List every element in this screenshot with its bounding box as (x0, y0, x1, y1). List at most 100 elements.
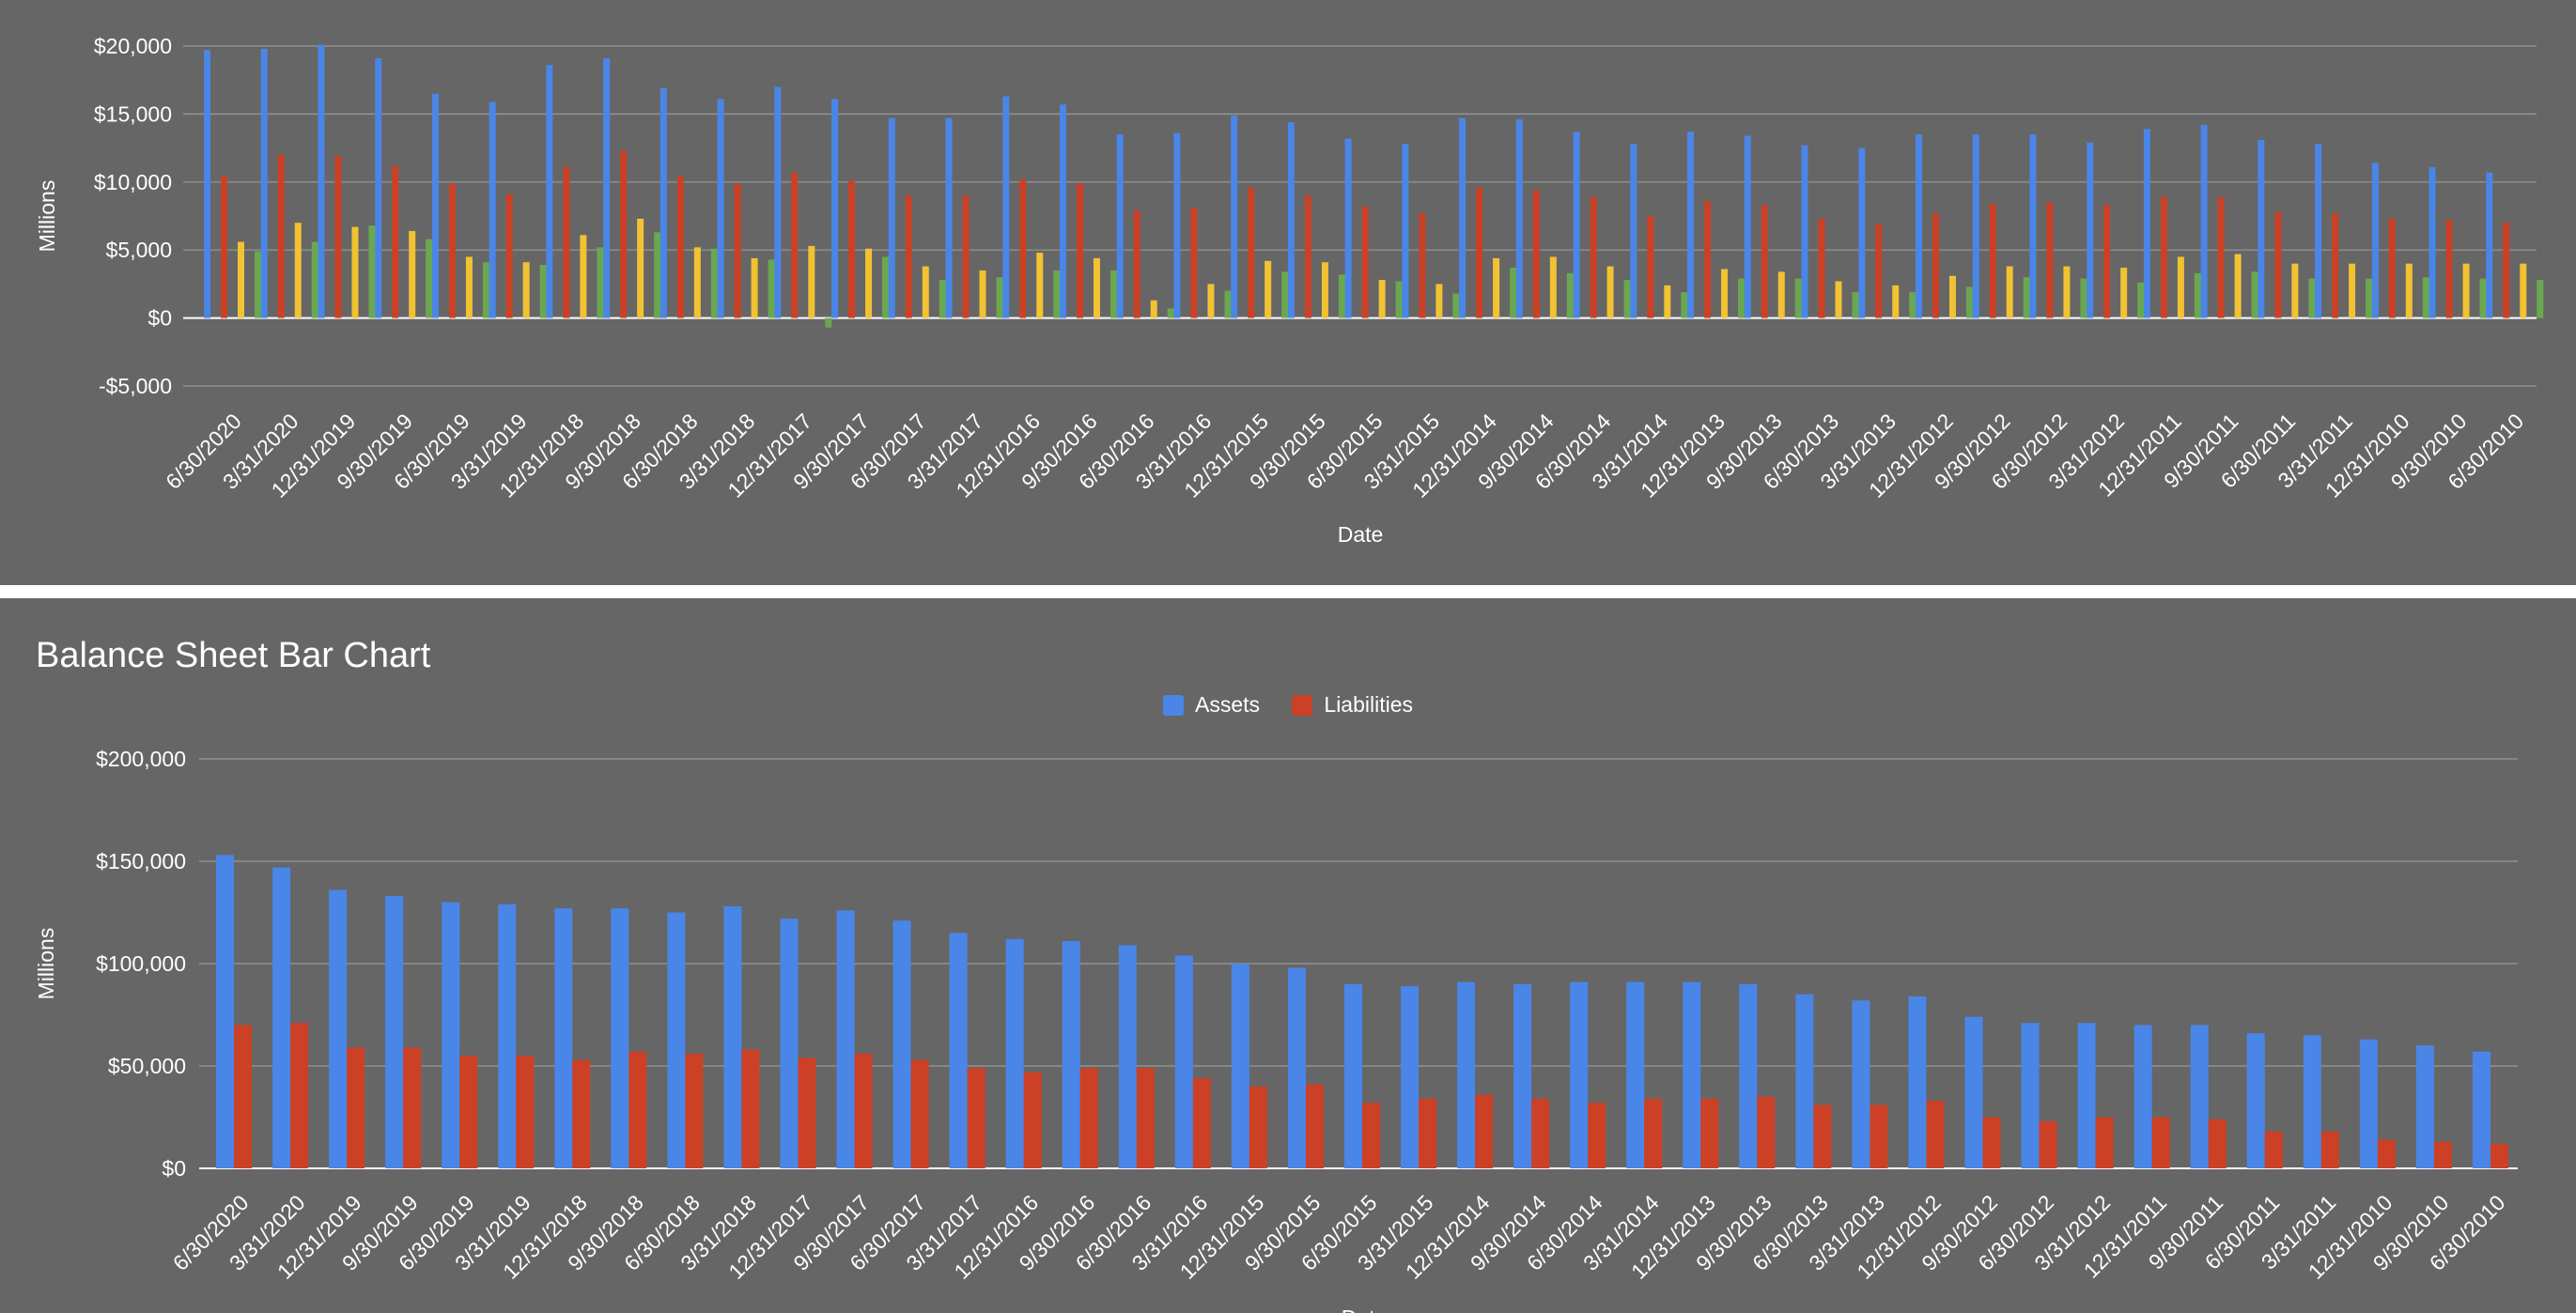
bar[interactable] (825, 317, 832, 328)
bar[interactable] (808, 245, 815, 318)
bar[interactable] (620, 150, 628, 318)
bar[interactable] (1361, 206, 1369, 318)
bar[interactable] (774, 86, 782, 318)
bar[interactable] (2371, 162, 2379, 318)
bar[interactable] (2433, 1141, 2452, 1168)
bar[interactable] (2134, 1025, 2152, 1168)
bar[interactable] (1005, 938, 1024, 1168)
bar[interactable] (546, 65, 553, 318)
bar[interactable] (667, 912, 686, 1169)
bar[interactable] (628, 1051, 647, 1168)
bar[interactable] (1739, 983, 1758, 1168)
bar[interactable] (1173, 132, 1181, 318)
bar[interactable] (2190, 1025, 2209, 1168)
bar[interactable] (1265, 260, 1272, 318)
bar[interactable] (1510, 268, 1517, 318)
bar[interactable] (2320, 1131, 2339, 1168)
bar[interactable] (1908, 996, 1927, 1168)
bar[interactable] (2415, 1045, 2434, 1168)
bar[interactable] (2046, 202, 2054, 318)
bar[interactable] (329, 889, 348, 1168)
bar[interactable] (2217, 196, 2225, 318)
bar[interactable] (2160, 196, 2167, 318)
bar[interactable] (865, 248, 873, 318)
bar[interactable] (1744, 135, 1751, 318)
bar[interactable] (216, 855, 234, 1168)
bar[interactable] (2405, 263, 2413, 318)
bar[interactable] (939, 280, 946, 318)
bar[interactable] (676, 177, 684, 318)
bar[interactable] (723, 905, 742, 1168)
bar[interactable] (1606, 266, 1614, 318)
bar[interactable] (2103, 205, 2111, 318)
bar[interactable] (1110, 270, 1117, 318)
bar[interactable] (1513, 983, 1532, 1168)
bar[interactable] (945, 117, 953, 318)
bar[interactable] (1549, 256, 1557, 318)
bar[interactable] (1835, 281, 1842, 318)
bar[interactable] (403, 1047, 422, 1168)
bar[interactable] (2039, 1120, 2057, 1168)
bar[interactable] (2120, 268, 2128, 318)
bar[interactable] (780, 919, 799, 1168)
bar[interactable] (1704, 201, 1712, 318)
bar[interactable] (611, 908, 629, 1168)
bar[interactable] (1344, 138, 1352, 318)
bar[interactable] (922, 266, 929, 318)
bar[interactable] (1192, 1078, 1211, 1168)
bar[interactable] (1207, 284, 1215, 318)
bar[interactable] (1224, 290, 1232, 318)
bar[interactable] (2063, 266, 2071, 318)
bar[interactable] (2143, 129, 2150, 318)
bar[interactable] (768, 259, 775, 318)
bar[interactable] (1926, 1101, 1945, 1168)
bar[interactable] (1721, 269, 1729, 318)
bar[interactable] (2200, 124, 2208, 318)
bar[interactable] (2520, 263, 2527, 318)
bar[interactable] (660, 87, 667, 318)
bar[interactable] (1338, 274, 1345, 318)
bar[interactable] (426, 239, 433, 318)
bar[interactable] (1683, 981, 1701, 1168)
bar[interactable] (836, 910, 855, 1168)
bar[interactable] (831, 99, 839, 318)
bar[interactable] (1909, 292, 1916, 318)
bar[interactable] (580, 235, 587, 318)
bar[interactable] (2258, 139, 2265, 318)
bar[interactable] (2349, 263, 2356, 318)
bar[interactable] (1475, 1094, 1494, 1168)
bar[interactable] (1757, 1096, 1776, 1168)
bar[interactable] (2377, 1139, 2396, 1168)
bar[interactable] (522, 262, 530, 318)
bar[interactable] (368, 225, 376, 318)
bar[interactable] (597, 247, 604, 318)
bar[interactable] (1231, 115, 1238, 318)
bar[interactable] (1982, 1117, 2001, 1169)
bar[interactable] (1795, 994, 1814, 1168)
bar[interactable] (1019, 178, 1027, 318)
bar[interactable] (2537, 280, 2544, 318)
bar[interactable] (751, 257, 758, 318)
bar[interactable] (791, 172, 799, 318)
bar[interactable] (798, 1058, 816, 1168)
bar[interactable] (1419, 1098, 1437, 1168)
bar[interactable] (2251, 271, 2258, 318)
bar[interactable] (351, 226, 359, 318)
bar[interactable] (1738, 278, 1746, 318)
bar[interactable] (1231, 964, 1249, 1168)
bar[interactable] (882, 256, 890, 318)
bar[interactable] (1457, 981, 1476, 1168)
bar[interactable] (2264, 1131, 2283, 1168)
bar[interactable] (1972, 134, 1979, 318)
bar[interactable] (1813, 1104, 1832, 1168)
bar[interactable] (2490, 1143, 2508, 1168)
bar[interactable] (1630, 144, 1637, 318)
bar[interactable] (1644, 1098, 1663, 1168)
bar[interactable] (1794, 278, 1802, 318)
bar[interactable] (1870, 1104, 1888, 1168)
bar[interactable] (2479, 278, 2487, 318)
bar[interactable] (1062, 941, 1080, 1168)
bar[interactable] (1402, 144, 1409, 318)
bar[interactable] (260, 48, 268, 318)
bar[interactable] (979, 270, 986, 318)
